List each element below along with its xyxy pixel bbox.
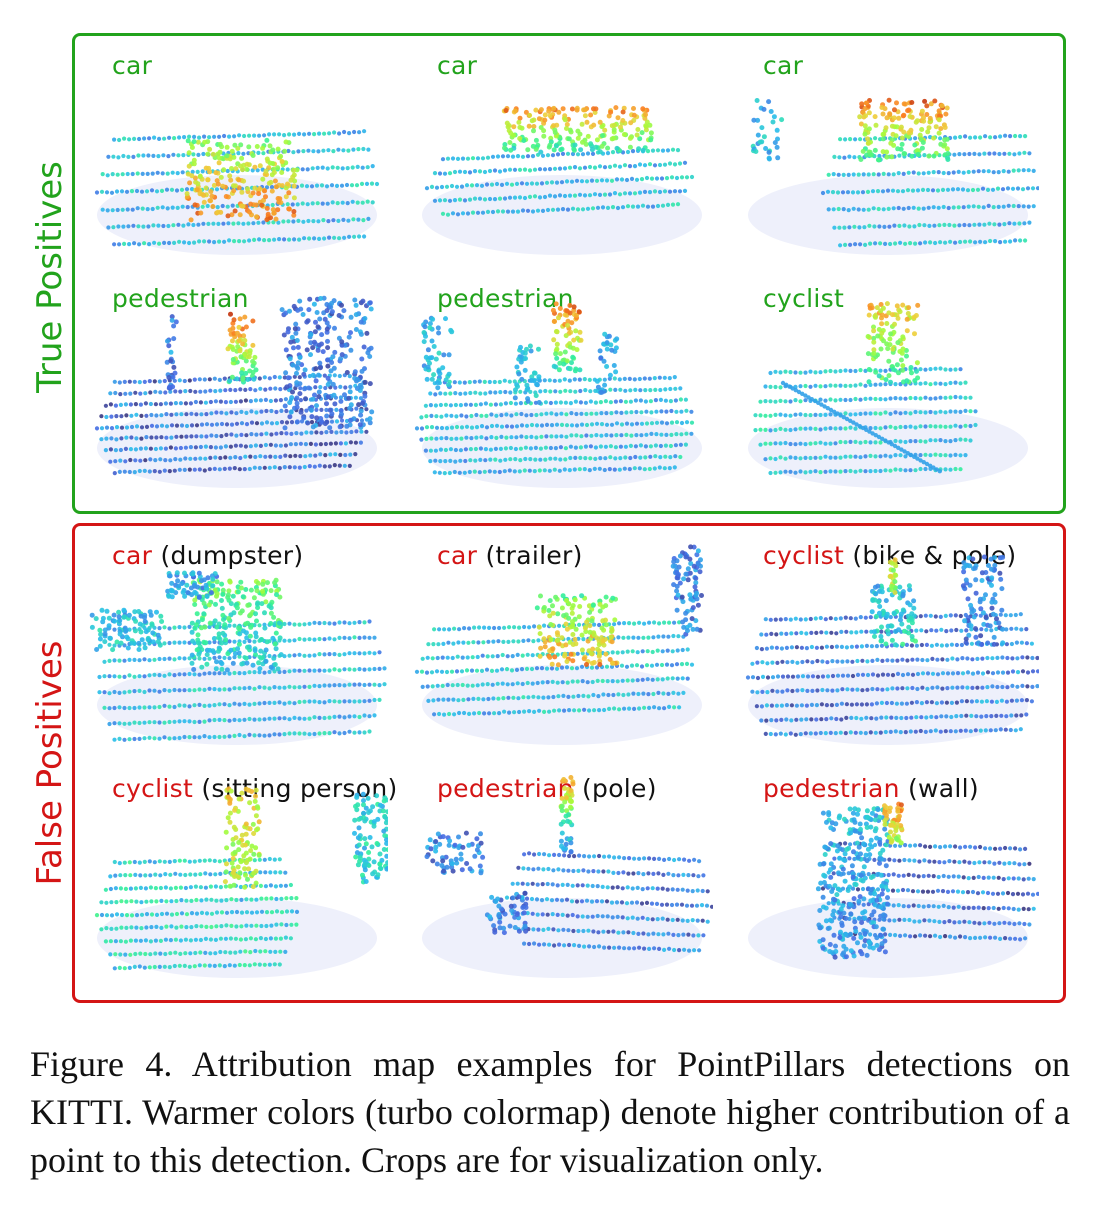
panel-class-label: pedestrian xyxy=(763,774,900,803)
figure-caption: Figure 4. Attribution map examples for P… xyxy=(30,1044,1070,1180)
point-cloud-image xyxy=(422,105,702,255)
panel-note-label: (dumpster) xyxy=(160,541,304,570)
panel-note-label: (pole) xyxy=(581,774,657,803)
fp-panel-3: cyclist (bike & pole) xyxy=(723,530,1039,750)
point-cloud-image xyxy=(94,295,377,488)
panel-class-label: car xyxy=(112,51,153,80)
fp-panel-2: car (trailer) xyxy=(397,530,713,750)
panel-note-label: (trailer) xyxy=(485,541,583,570)
panel-note-label: (wall) xyxy=(907,774,979,803)
point-cloud-image xyxy=(748,301,1028,488)
tp-panel-5: pedestrian xyxy=(397,273,713,493)
true-positives-frame xyxy=(72,33,1066,514)
point-cloud-image xyxy=(89,570,387,745)
panel-class-label: cyclist xyxy=(763,541,845,570)
tp-panel-1: car xyxy=(72,40,388,260)
panel-class-label: car xyxy=(112,541,153,570)
panel-note-label: (sitting person) xyxy=(201,774,398,803)
false-positives-label: False Positives xyxy=(30,640,70,886)
panel-class-label: car xyxy=(437,541,478,570)
panel-class-label: pedestrian xyxy=(437,284,574,313)
false-positives-frame xyxy=(72,523,1066,1003)
point-cloud-image xyxy=(414,544,704,745)
point-cloud-image xyxy=(94,786,388,978)
panel-class-label: cyclist xyxy=(112,774,194,803)
panel-class-label: car xyxy=(437,51,478,80)
tp-panel-3: car xyxy=(723,40,1039,260)
point-cloud-image xyxy=(745,554,1039,745)
point-cloud-image xyxy=(748,97,1039,255)
fp-panel-6: pedestrian (wall) xyxy=(723,763,1039,983)
true-positives-label: True Positives xyxy=(30,161,70,393)
point-cloud-image xyxy=(748,801,1039,978)
point-cloud-image xyxy=(414,301,702,488)
panel-class-label: pedestrian xyxy=(112,284,249,313)
point-cloud-image xyxy=(94,129,380,255)
panel-class-label: cyclist xyxy=(763,284,845,313)
fp-panel-1: car (dumpster) xyxy=(72,530,388,750)
tp-panel-2: car xyxy=(397,40,713,260)
fp-panel-4: cyclist (sitting person) xyxy=(72,763,397,983)
tp-panel-6: cyclist xyxy=(723,273,1039,493)
tp-panel-4: pedestrian xyxy=(72,273,388,493)
panel-class-label: pedestrian xyxy=(437,774,574,803)
point-cloud-image xyxy=(422,775,713,978)
panel-class-label: car xyxy=(763,51,804,80)
fp-panel-5: pedestrian (pole) xyxy=(397,763,713,983)
